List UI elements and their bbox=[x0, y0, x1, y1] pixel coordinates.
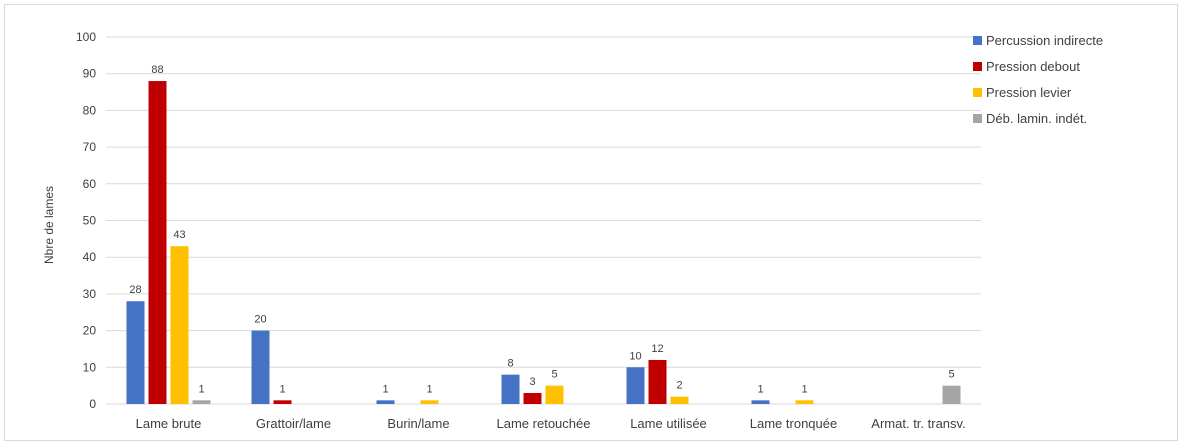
y-tick-label: 10 bbox=[83, 360, 97, 374]
legend-swatch bbox=[973, 35, 982, 45]
legend-label: Pression debout bbox=[986, 58, 1080, 74]
gridlines bbox=[106, 36, 981, 405]
legend-label: Pression levier bbox=[986, 84, 1072, 100]
y-tick-label: 40 bbox=[83, 250, 97, 264]
legend-label: Déb. lamin. indét. bbox=[986, 110, 1088, 126]
bar bbox=[942, 385, 961, 404]
x-tick-label: Lame utilisée bbox=[630, 416, 707, 431]
bar bbox=[273, 400, 292, 404]
bar bbox=[648, 359, 667, 404]
data-label: 1 bbox=[757, 383, 763, 395]
y-tick-label: 80 bbox=[83, 103, 97, 117]
data-label: 20 bbox=[254, 314, 266, 326]
bar bbox=[126, 301, 145, 404]
bar bbox=[670, 396, 689, 404]
legend-swatch bbox=[973, 87, 982, 97]
legend-swatch bbox=[973, 61, 982, 71]
data-label: 12 bbox=[651, 343, 663, 355]
x-tick-label: Grattoir/lame bbox=[256, 416, 331, 431]
data-label: 2 bbox=[676, 380, 682, 392]
data-label: 5 bbox=[948, 369, 954, 381]
bar bbox=[192, 400, 211, 404]
chart-frame: 0 10 20 30 40 50 60 70 80 90 100 28 88 43 1 20 1 1 1 8 3 5 10… bbox=[4, 4, 1178, 441]
legend: Percussion indirecte Pression debout Press… bbox=[973, 27, 1103, 131]
y-tick-label: 0 bbox=[89, 397, 96, 411]
y-tick-label: 60 bbox=[83, 177, 97, 191]
x-tick-label: Lame retouchée bbox=[497, 416, 591, 431]
y-tick-label: 50 bbox=[83, 214, 97, 228]
bar bbox=[420, 400, 439, 404]
data-label: 5 bbox=[551, 369, 557, 381]
data-label: 43 bbox=[173, 229, 185, 241]
bar bbox=[795, 400, 814, 404]
bar bbox=[148, 81, 167, 404]
legend-item: Pression debout bbox=[973, 53, 1103, 79]
data-label: 1 bbox=[426, 383, 432, 395]
x-tick-label: Lame brute bbox=[136, 416, 202, 431]
y-tick-label: 20 bbox=[83, 324, 97, 338]
y-tick-label: 100 bbox=[76, 30, 96, 44]
data-labels: 28 88 43 1 20 1 1 1 8 3 5 10 12 2 1 1 5 bbox=[129, 64, 954, 395]
y-tick-label: 30 bbox=[83, 287, 97, 301]
bars bbox=[126, 81, 961, 404]
y-tick-label: 70 bbox=[83, 140, 97, 154]
data-label: 28 bbox=[129, 284, 141, 296]
legend-item: Déb. lamin. indét. bbox=[973, 105, 1103, 131]
x-tick-label: Burin/lame bbox=[387, 416, 449, 431]
data-label: 1 bbox=[801, 383, 807, 395]
y-tick-label: 90 bbox=[83, 67, 97, 81]
data-label: 1 bbox=[198, 383, 204, 395]
x-tick-label: Armat. tr. transv. bbox=[871, 416, 965, 431]
legend-swatch bbox=[973, 113, 982, 123]
y-axis-label: Nbre de lames bbox=[42, 186, 56, 264]
legend-item: Percussion indirecte bbox=[973, 27, 1103, 53]
bar bbox=[545, 385, 564, 404]
data-label: 88 bbox=[151, 64, 163, 76]
y-tick-labels: 0 10 20 30 40 50 60 70 80 90 100 bbox=[76, 30, 96, 411]
data-label: 1 bbox=[279, 383, 285, 395]
bar bbox=[376, 400, 395, 404]
bar bbox=[626, 367, 645, 404]
bar bbox=[501, 374, 520, 404]
legend-label: Percussion indirecte bbox=[986, 32, 1104, 48]
data-label: 8 bbox=[507, 358, 513, 370]
x-tick-label: Lame tronquée bbox=[750, 416, 837, 431]
bar bbox=[251, 330, 270, 404]
legend-item: Pression levier bbox=[973, 79, 1103, 105]
bar bbox=[170, 246, 189, 404]
data-label: 3 bbox=[529, 376, 535, 388]
bar bbox=[751, 400, 770, 404]
data-label: 10 bbox=[629, 350, 641, 362]
data-label: 1 bbox=[382, 383, 388, 395]
x-tick-labels: Lame brute Grattoir/lame Burin/lame Lame re… bbox=[136, 416, 966, 431]
bar bbox=[523, 392, 542, 404]
